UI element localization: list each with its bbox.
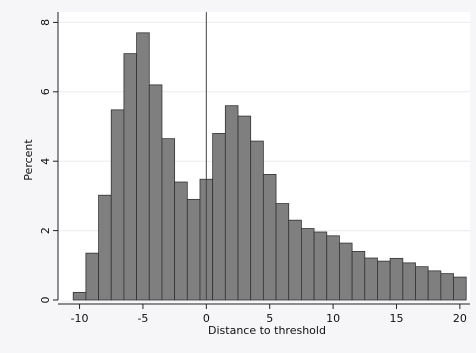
x-tick-label-5: 15 <box>389 312 403 325</box>
bar-23 <box>364 257 378 301</box>
x-tick-label-4: 10 <box>326 312 340 325</box>
bar-12 <box>224 105 239 301</box>
y-tick-label-1: 2 <box>39 227 52 234</box>
bar-11 <box>212 133 226 301</box>
x-tick-label-6: 20 <box>453 312 467 325</box>
x-tick-label-3: 5 <box>266 312 273 325</box>
x-tick-label-2: 0 <box>203 312 210 325</box>
bar-27 <box>415 266 429 301</box>
bar-3 <box>110 109 125 301</box>
bar-29 <box>440 273 454 301</box>
y-tick-label-4: 8 <box>39 19 52 26</box>
bar-5 <box>136 32 150 301</box>
bar-2 <box>98 194 112 301</box>
bar-20 <box>326 235 340 301</box>
bar-30 <box>453 276 467 301</box>
bar-16 <box>275 203 290 301</box>
bar-0 <box>72 291 87 301</box>
bar-17 <box>288 219 302 301</box>
bar-1 <box>85 252 99 301</box>
bar-8 <box>174 181 188 301</box>
bar-9 <box>186 198 201 301</box>
bar-24 <box>377 260 391 301</box>
y-axis-label: Percent <box>22 139 35 181</box>
bar-15 <box>262 173 277 301</box>
x-axis-ticks: -10 -5 0 5 10 15 20 <box>71 304 467 325</box>
y-tick-label-2: 4 <box>39 158 52 165</box>
bar-22 <box>351 251 366 301</box>
bar-28 <box>427 270 442 301</box>
bar-21 <box>339 242 353 301</box>
x-axis-label: Distance to threshold <box>208 324 326 337</box>
bar-19 <box>313 231 328 301</box>
y-tick-label-3: 6 <box>39 88 52 95</box>
bar-26 <box>402 262 416 301</box>
x-tick-label-0: -10 <box>71 312 89 325</box>
bar-7 <box>161 138 176 301</box>
bar-6 <box>148 84 163 301</box>
bar-18 <box>300 228 315 301</box>
bar-14 <box>250 140 264 301</box>
y-tick-label-0: 0 <box>39 297 52 304</box>
bar-4 <box>123 53 137 301</box>
bar-13 <box>237 115 252 301</box>
x-tick-label-1: -5 <box>137 312 148 325</box>
y-axis-ticks: 0 2 4 6 8 <box>39 19 58 304</box>
bar-25 <box>389 257 404 301</box>
